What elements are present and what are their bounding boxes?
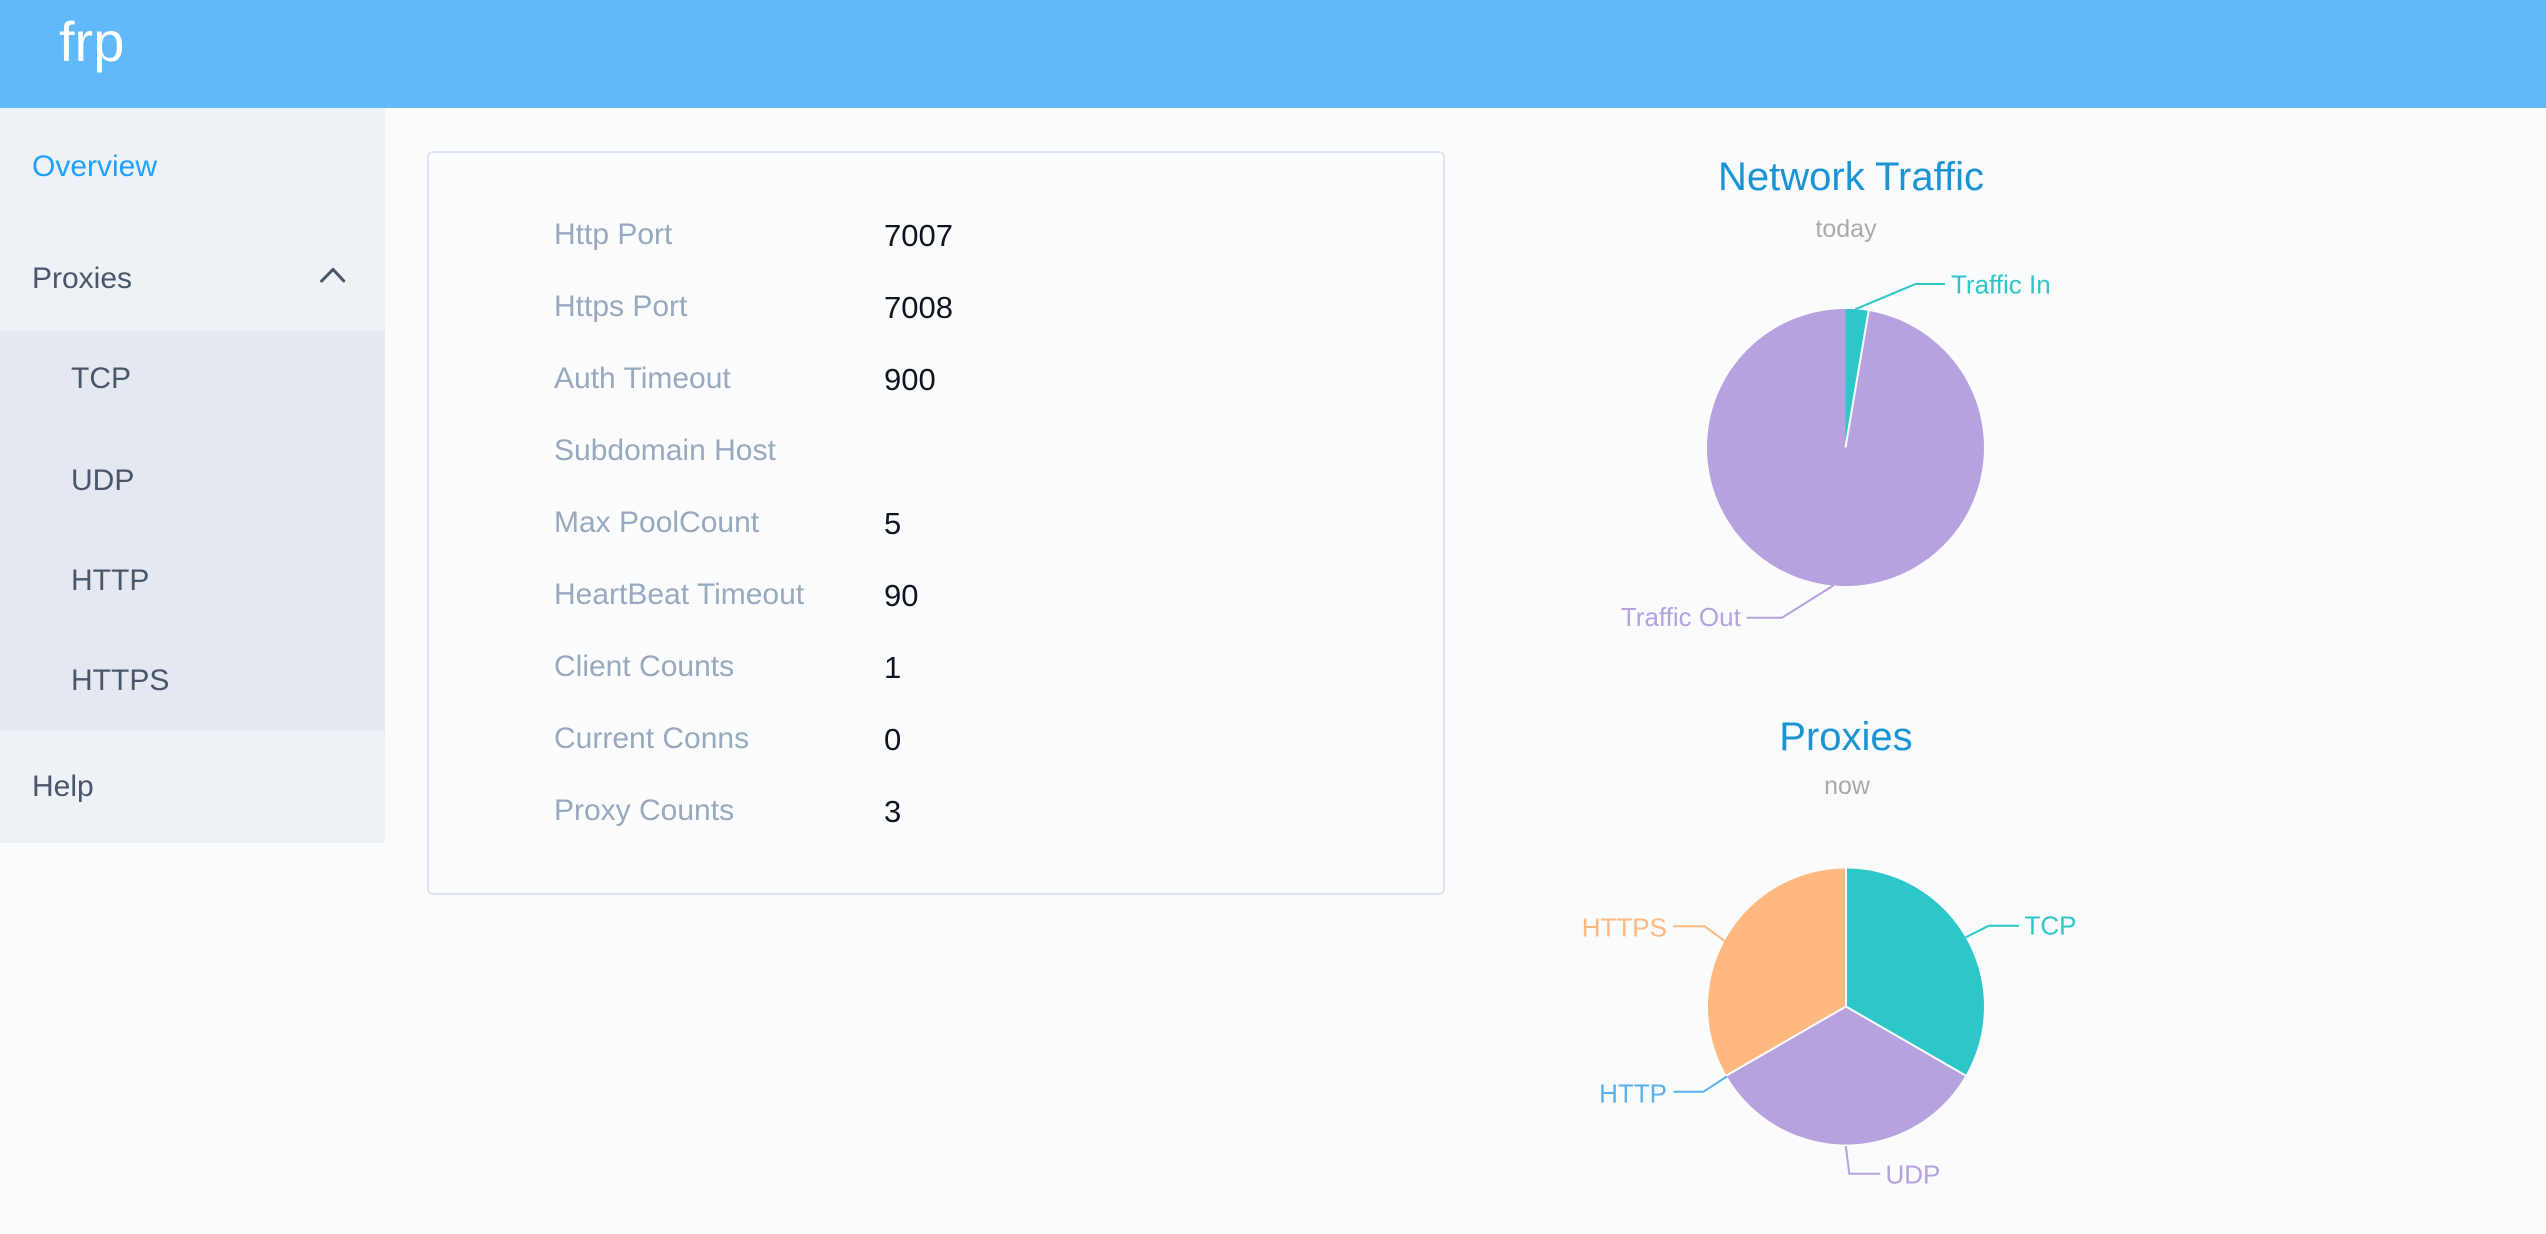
svg-text:Traffic Out: Traffic Out (1621, 602, 1742, 632)
svg-text:Traffic In: Traffic In (1951, 270, 2051, 300)
svg-text:UDP: UDP (1886, 1160, 1941, 1190)
svg-text:TCP: TCP (2025, 911, 2077, 941)
svg-text:HTTP: HTTP (1599, 1078, 1667, 1108)
svg-text:HTTPS: HTTPS (1582, 913, 1667, 943)
